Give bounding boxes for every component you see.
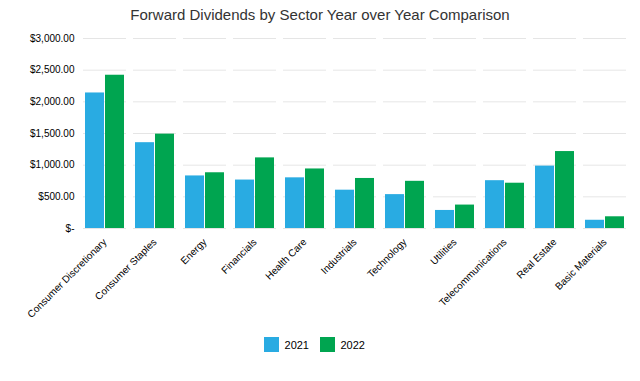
svg-text:Consumer Discretionary: Consumer Discretionary <box>25 236 109 320</box>
svg-text:$1,000.00: $1,000.00 <box>30 159 75 170</box>
svg-text:Energy: Energy <box>178 236 208 266</box>
svg-text:Financials: Financials <box>219 236 259 276</box>
svg-text:Consumer Staples: Consumer Staples <box>93 236 159 302</box>
svg-text:Telecommunications: Telecommunications <box>437 236 509 308</box>
html-text:2021: 2021 <box>284 338 309 351</box>
svg-text:Real Estate: Real Estate <box>514 236 559 281</box>
svg-text:Health Care: Health Care <box>263 236 309 282</box>
svg-text:$2,500.00: $2,500.00 <box>30 64 75 75</box>
svg-text:$1,500.00: $1,500.00 <box>30 128 75 139</box>
svg-text:Utilities: Utilities <box>428 236 459 267</box>
html-text:2022: 2022 <box>340 338 365 351</box>
svg-text:$2,000.00: $2,000.00 <box>30 96 75 107</box>
svg-text:Technology: Technology <box>365 236 409 280</box>
html-text:Forward Dividends by Sector Ye: Forward Dividends by Sector Year over Ye… <box>130 6 510 23</box>
svg-text:Basic Materials: Basic Materials <box>553 236 609 292</box>
svg-text:$500.00: $500.00 <box>38 191 75 202</box>
svg-text:$3,000.00: $3,000.00 <box>30 33 75 44</box>
svg-text:$-: $- <box>66 223 75 234</box>
svg-text:Industrials: Industrials <box>319 236 359 276</box>
